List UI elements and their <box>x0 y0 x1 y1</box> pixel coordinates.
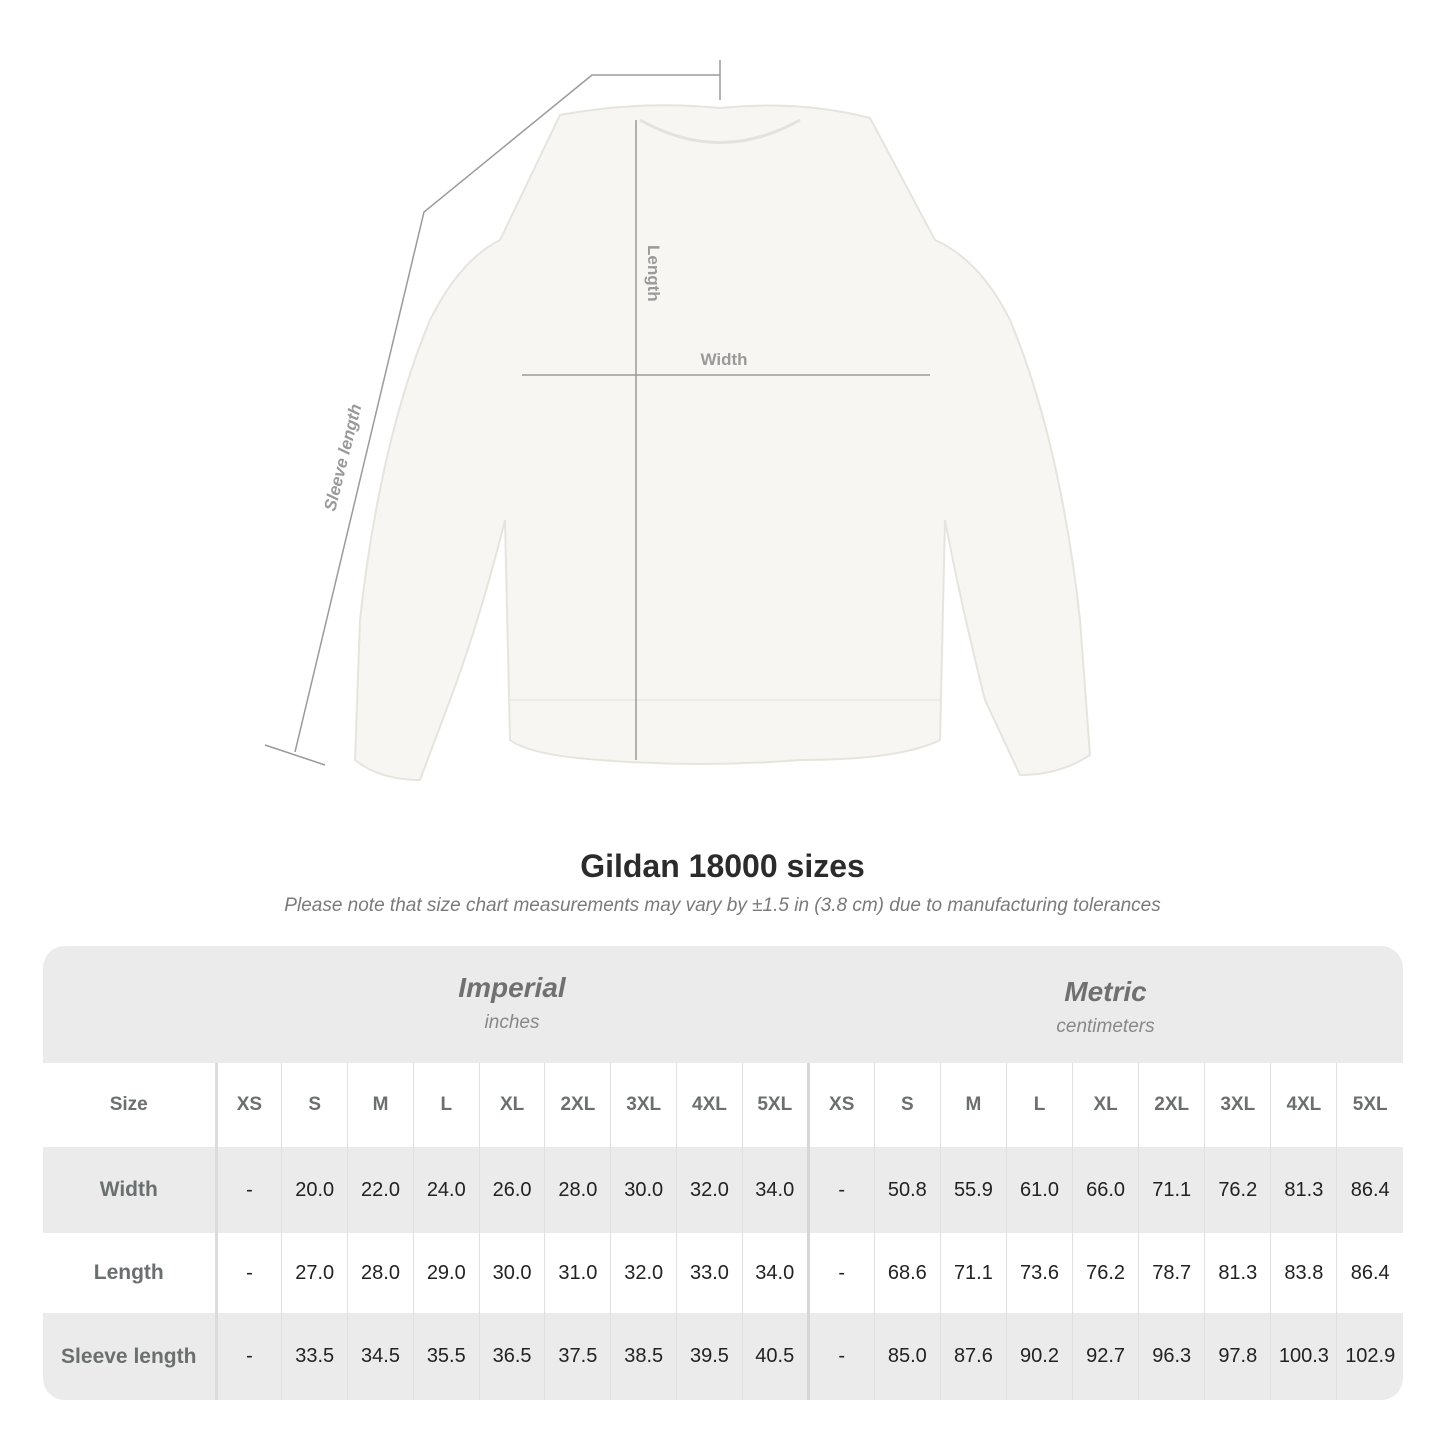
metric-unit: centimeters <box>1056 1016 1155 1037</box>
table-cell: 76.2 <box>1204 1147 1271 1233</box>
size-header-imperial: XS <box>215 1063 282 1147</box>
size-header-metric: 5XL <box>1336 1063 1403 1147</box>
table-row: Width -20.0 22.0 24.0 26.0 28.0 30.0 32.0 34.0-5… <box>43 1147 1403 1233</box>
size-header-label: Size <box>43 1063 218 1147</box>
table-cell: 78.7 <box>1138 1233 1205 1313</box>
table-cell: 86.4 <box>1336 1147 1403 1233</box>
size-header-metric: 2XL <box>1138 1063 1205 1147</box>
table-row: Sleeve length -33.5 34.5 35.5 36.5 37.5 38.5 39… <box>43 1313 1403 1400</box>
table-cell: 34.5 <box>347 1313 414 1400</box>
table-cell: 28.0 <box>544 1147 611 1233</box>
table-cell: - <box>215 1147 282 1233</box>
table-cell: 96.3 <box>1138 1313 1205 1400</box>
table-cell: 34.0 <box>741 1233 809 1313</box>
size-header-metric: M <box>939 1063 1007 1147</box>
sweatshirt-measurement-diagram: Length Width Sleeve length <box>264 60 1092 782</box>
imperial-header: Imperial inches <box>216 946 808 1063</box>
size-header-imperial: 2XL <box>544 1063 611 1147</box>
table-cell: - <box>215 1233 282 1313</box>
width-label: Width <box>700 350 747 369</box>
table-cell: 38.5 <box>610 1313 677 1400</box>
size-header-metric: XL <box>1072 1063 1139 1147</box>
size-grid: Size XS S M L XL 2XL 3XL 4XL 5XL XS S M L XL 2XL 3XL 4XL 5… <box>43 1063 1403 1400</box>
size-header-row: Size XS S M L XL 2XL 3XL 4XL 5XL XS S M L XL 2XL 3XL 4XL 5… <box>43 1063 1403 1147</box>
table-cell: 66.0 <box>1072 1147 1139 1233</box>
table-cell: 39.5 <box>676 1313 743 1400</box>
table-cell: 20.0 <box>281 1147 348 1233</box>
size-header-metric: S <box>873 1063 941 1147</box>
table-cell: 92.7 <box>1072 1313 1139 1400</box>
table-cell: - <box>806 1233 875 1313</box>
table-cell: 37.5 <box>544 1313 611 1400</box>
table-cell: 32.0 <box>610 1233 677 1313</box>
table-cell: 73.6 <box>1005 1233 1073 1313</box>
imperial-unit: inches <box>484 1012 540 1033</box>
row-label: Sleeve length <box>43 1313 218 1400</box>
table-cell: 35.5 <box>412 1313 480 1400</box>
imperial-label: Imperial <box>458 972 566 1003</box>
sleeve-length-label: Sleeve length <box>320 402 365 513</box>
metric-header: Metric centimeters <box>808 946 1403 1063</box>
metric-label: Metric <box>1064 976 1147 1007</box>
table-cell: - <box>806 1147 875 1233</box>
length-label: Length <box>644 245 663 302</box>
chart-title: Gildan 18000 sizes <box>580 848 865 884</box>
size-header-imperial: 5XL <box>741 1063 809 1147</box>
table-cell: 24.0 <box>412 1147 480 1233</box>
table-cell: 30.0 <box>478 1233 545 1313</box>
table-cell: 33.5 <box>281 1313 348 1400</box>
table-cell: 86.4 <box>1336 1233 1403 1313</box>
table-cell: 81.3 <box>1270 1147 1337 1233</box>
tolerance-note: Please note that size chart measurements… <box>284 895 1161 916</box>
table-cell: 33.0 <box>676 1233 743 1313</box>
table-row: Length -27.0 28.0 29.0 30.0 31.0 32.0 33.0 34.0-… <box>43 1233 1403 1313</box>
table-cell: 97.8 <box>1204 1313 1271 1400</box>
table-cell: 55.9 <box>939 1147 1007 1233</box>
size-header-metric: 3XL <box>1204 1063 1271 1147</box>
row-label: Width <box>43 1147 218 1233</box>
sweatshirt-illustration <box>353 104 1092 782</box>
table-cell: 100.3 <box>1270 1313 1337 1400</box>
table-cell: 30.0 <box>610 1147 677 1233</box>
table-cell: 34.0 <box>741 1147 809 1233</box>
table-cell: 36.5 <box>478 1313 545 1400</box>
table-cell: 71.1 <box>1138 1147 1205 1233</box>
table-cell: 85.0 <box>873 1313 941 1400</box>
size-header-imperial: 3XL <box>610 1063 677 1147</box>
table-cell: 50.8 <box>873 1147 941 1233</box>
size-header-metric: XS <box>806 1063 875 1147</box>
size-header-imperial: M <box>347 1063 414 1147</box>
table-cell: 29.0 <box>412 1233 480 1313</box>
table-cell: 32.0 <box>676 1147 743 1233</box>
table-cell: 102.9 <box>1336 1313 1403 1400</box>
table-cell: - <box>215 1313 282 1400</box>
table-cell: 40.5 <box>741 1313 809 1400</box>
table-cell: 87.6 <box>939 1313 1007 1400</box>
table-cell: 76.2 <box>1072 1233 1139 1313</box>
table-cell: 27.0 <box>281 1233 348 1313</box>
table-cell: 83.8 <box>1270 1233 1337 1313</box>
row-label: Length <box>43 1233 218 1313</box>
table-cell: 90.2 <box>1005 1313 1073 1400</box>
table-cell: 81.3 <box>1204 1233 1271 1313</box>
table-cell: 28.0 <box>347 1233 414 1313</box>
size-header-imperial: S <box>281 1063 348 1147</box>
size-header-imperial: 4XL <box>676 1063 743 1147</box>
table-cell: 26.0 <box>478 1147 545 1233</box>
size-header-imperial: XL <box>478 1063 545 1147</box>
table-cell: 31.0 <box>544 1233 611 1313</box>
table-cell: 71.1 <box>939 1233 1007 1313</box>
size-table: Imperial inches Metric centimeters Size X… <box>43 946 1403 1400</box>
size-header-metric: 4XL <box>1270 1063 1337 1147</box>
measurement-lines <box>264 60 930 766</box>
table-cell: 22.0 <box>347 1147 414 1233</box>
size-header-imperial: L <box>412 1063 480 1147</box>
table-cell: 61.0 <box>1005 1147 1073 1233</box>
size-header-metric: L <box>1005 1063 1073 1147</box>
table-cell: - <box>806 1313 875 1400</box>
table-cell: 68.6 <box>873 1233 941 1313</box>
